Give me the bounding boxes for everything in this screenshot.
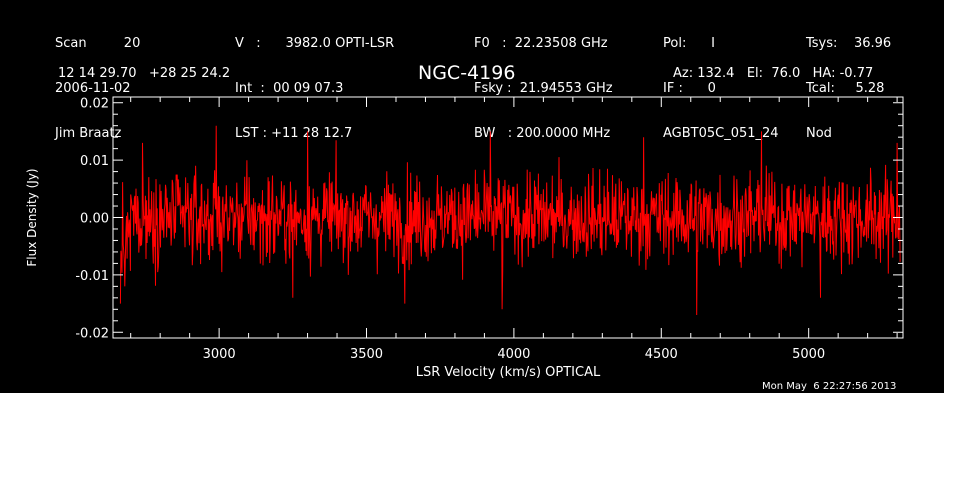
y-tick-label: 0.01 <box>80 154 109 169</box>
header-col3: F0 : 22.23508 GHz Fsky : 21.94553 GHz BW… <box>474 6 613 171</box>
spectrum-chart: 3000 3500 4000 4500 5000 -0.02 -0.01 0.00 0.01 0.… <box>25 96 904 380</box>
x-tick-label: 5000 <box>792 347 825 362</box>
header-col4: Pol: I IF : 0 AGBT05C_051_24 <box>663 6 779 171</box>
y-tick-label: 0.02 <box>80 97 109 112</box>
header-col1: Scan 20 2006-11-02 Jim Braatz <box>55 6 140 171</box>
y-tick-label: -0.02 <box>75 326 109 341</box>
header-tcal: Tcal: 5.28 <box>806 81 885 96</box>
header-observer: Jim Braatz <box>55 126 122 141</box>
header-int: Int : 00 09 07.3 <box>235 81 344 96</box>
header-bw: BW : 200.0000 MHz <box>474 126 611 141</box>
header-procedure: Nod <box>806 126 832 141</box>
plot-panel: Scan 20 2006-11-02 Jim Braatz V : 3982.0… <box>0 0 944 393</box>
x-tick-label: 4000 <box>497 347 530 362</box>
header-velocity: V : 3982.0 OPTI-LSR <box>235 36 395 51</box>
header-fsky: Fsky : 21.94553 GHz <box>474 81 613 96</box>
x-axis-label: LSR Velocity (km/s) OPTICAL <box>416 365 601 380</box>
header-date: 2006-11-02 <box>55 81 131 96</box>
x-tick-label: 3500 <box>350 347 383 362</box>
spectrum-trace-layer <box>119 125 901 316</box>
x-tick-label: 4500 <box>645 347 678 362</box>
spectrum-line <box>119 125 901 316</box>
header-col5: Tsys: 36.96 Tcal: 5.28 Nod <box>806 6 891 171</box>
header-coords: 12 14 29.70 +28 25 24.2 <box>58 66 231 81</box>
header-project: AGBT05C_051_24 <box>663 126 779 141</box>
header-lst: LST : +11 28 12.7 <box>235 126 353 141</box>
tick-layer: 3000 3500 4000 4500 5000 -0.02 -0.01 0.00 0.01 0.… <box>75 97 903 362</box>
y-tick-label: -0.01 <box>75 269 109 284</box>
x-tick-label: 3000 <box>203 347 236 362</box>
header-pol: Pol: I <box>663 36 715 51</box>
header-azel: Az: 132.4 El: 76.0 HA: -0.77 <box>673 66 874 81</box>
header-tsys: Tsys: 36.96 <box>806 36 892 51</box>
header-if: IF : 0 <box>663 81 716 96</box>
y-tick-label: 0.00 <box>80 212 109 227</box>
chart-title: NGC-4196 <box>418 62 516 84</box>
y-axis-label: Flux Density (Jy) <box>25 168 39 266</box>
header-scan: Scan 20 <box>55 36 141 51</box>
timestamp: Mon May 6 22:27:56 2013 <box>762 381 897 392</box>
header-f0: F0 : 22.23508 GHz <box>474 36 608 51</box>
header-col2: V : 3982.0 OPTI-LSR Int : 00 09 07.3 LST… <box>235 6 394 171</box>
